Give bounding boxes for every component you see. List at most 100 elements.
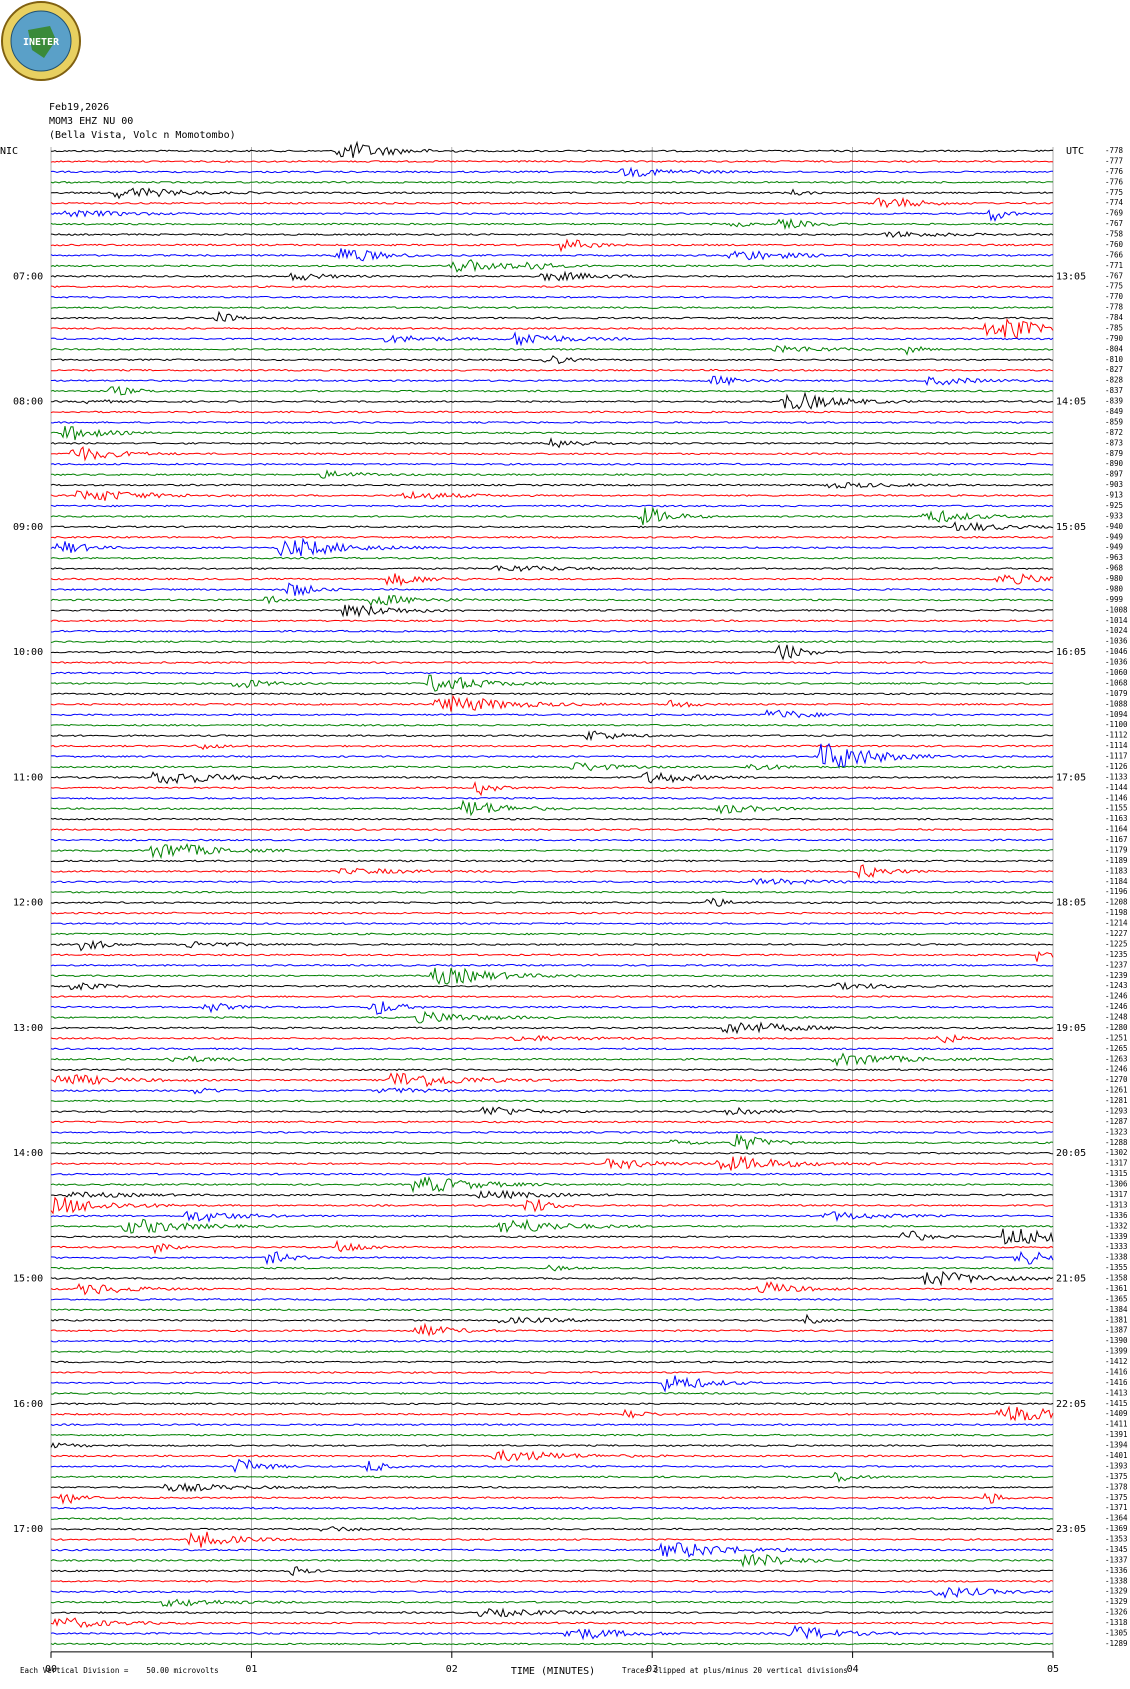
offset-label: -1287 (1105, 1117, 1128, 1126)
trace (51, 140, 1054, 158)
offset-label: -859 (1105, 417, 1123, 426)
offset-label: -1358 (1105, 1274, 1128, 1283)
trace (50, 1458, 1054, 1474)
trace (50, 1281, 1054, 1296)
offset-label: -913 (1105, 491, 1123, 500)
trace (50, 939, 1054, 952)
trace (50, 481, 1054, 489)
trace (50, 1371, 1054, 1374)
offset-label: -1329 (1105, 1587, 1128, 1596)
offset-label: -1100 (1105, 720, 1128, 729)
offset-label: -1280 (1105, 1023, 1128, 1032)
offset-label: -1355 (1105, 1263, 1128, 1272)
trace (50, 1642, 1053, 1646)
trace (51, 469, 1054, 479)
offset-label: -837 (1105, 386, 1123, 395)
offset-label: -873 (1105, 438, 1123, 447)
offset-label: -1332 (1105, 1221, 1128, 1230)
location: (Bella Vista, Volc n Momotombo) (49, 130, 236, 141)
offset-label: -1167 (1105, 835, 1128, 844)
trace (50, 1624, 1054, 1641)
offset-label: -804 (1105, 344, 1124, 353)
offset-label: -810 (1105, 355, 1124, 364)
left-time: 14:00 (13, 1148, 43, 1159)
trace (50, 709, 1054, 719)
right-time: 22:05 (1056, 1399, 1086, 1410)
trace (50, 437, 1054, 449)
trace (50, 1151, 1054, 1155)
trace (50, 1566, 1054, 1577)
trace (50, 1189, 1054, 1200)
offset-label: -980 (1105, 584, 1124, 593)
offset-label: -1246 (1105, 992, 1128, 1001)
left-time: 11:00 (13, 772, 43, 783)
trace (50, 1322, 1054, 1337)
offset-label: -1345 (1105, 1545, 1128, 1554)
offset-label: -775 (1105, 188, 1123, 197)
trace (50, 1047, 1053, 1051)
trace (50, 742, 1054, 770)
trace (50, 1072, 1054, 1088)
offset-label: -1339 (1105, 1232, 1128, 1241)
trace (50, 582, 1054, 597)
x-tick-label: 04 (847, 1664, 859, 1675)
trace (50, 317, 1054, 340)
trace (50, 270, 1054, 282)
trace (50, 922, 1054, 925)
trace (50, 780, 1054, 797)
trace (50, 864, 1053, 879)
trace (50, 344, 1054, 356)
trace (50, 981, 1054, 991)
offset-label: -872 (1105, 428, 1123, 437)
left-zone: NIC (0, 146, 18, 157)
x-tick-label: 02 (446, 1664, 458, 1675)
offset-label: -1318 (1105, 1618, 1128, 1627)
offset-label: -774 (1105, 198, 1124, 207)
offset-label: -785 (1105, 323, 1123, 332)
trace (50, 556, 1054, 560)
offset-label: -1088 (1105, 699, 1128, 708)
offset-label: -1387 (1105, 1326, 1128, 1335)
offset-label: -1163 (1105, 814, 1128, 823)
offset-label: -1196 (1105, 887, 1128, 896)
offset-label: -1227 (1105, 929, 1128, 938)
x-tick-label: 05 (1047, 1664, 1059, 1675)
offset-label: -777 (1105, 156, 1123, 165)
offset-label: -1399 (1105, 1347, 1128, 1356)
trace (50, 160, 1054, 163)
trace (50, 661, 1054, 664)
trace (50, 180, 1053, 184)
trace (50, 595, 1053, 607)
trace (50, 694, 1054, 712)
trace (50, 1526, 1054, 1532)
offset-label: -1413 (1105, 1388, 1128, 1397)
trace (50, 426, 1054, 441)
logo-text: INETER (23, 37, 60, 48)
offset-label: -1336 (1105, 1211, 1128, 1220)
offset-label: -1263 (1105, 1054, 1128, 1063)
offset-label: -766 (1105, 250, 1124, 259)
right-time: 17:05 (1056, 772, 1086, 783)
offset-label: -1225 (1105, 939, 1128, 948)
offset-label: -1411 (1105, 1420, 1128, 1429)
offset-label: -1391 (1105, 1430, 1128, 1439)
trace (50, 1176, 1054, 1194)
trace (50, 462, 1054, 466)
offset-label: -828 (1105, 376, 1124, 385)
right-time: 15:05 (1056, 522, 1086, 533)
trace (50, 692, 1054, 696)
offset-label: -1375 (1105, 1472, 1128, 1481)
offset-label: -1014 (1105, 616, 1128, 625)
trace (50, 421, 1054, 424)
offset-label: -1369 (1105, 1524, 1128, 1533)
offset-label: -1326 (1105, 1608, 1128, 1617)
offset-label: -1237 (1105, 960, 1128, 969)
offset-label: -925 (1105, 501, 1123, 510)
offset-label: -839 (1105, 397, 1123, 406)
right-time: 20:05 (1056, 1148, 1086, 1159)
trace (50, 259, 1054, 273)
trace (50, 217, 1054, 231)
offset-label: -1415 (1105, 1399, 1128, 1408)
offset-label: -1094 (1105, 710, 1128, 719)
offset-label: -1036 (1105, 658, 1128, 667)
